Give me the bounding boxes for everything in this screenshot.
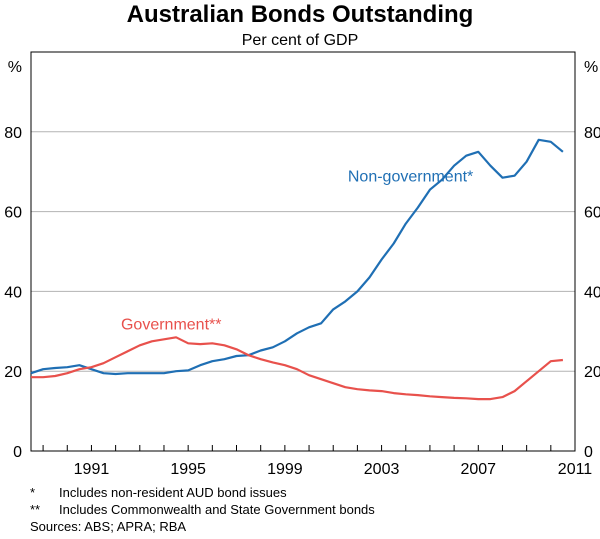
y-tick-label-right: 60 <box>584 205 600 222</box>
footnote-1: * Includes non-resident AUD bond issues <box>30 484 375 501</box>
y-tick-label-left: 0 <box>13 444 22 461</box>
footnote-text: Includes Commonwealth and State Governme… <box>59 502 375 517</box>
x-tick-label: 2011 <box>558 461 593 478</box>
x-tick-label: 1995 <box>170 461 206 478</box>
x-tick-label: 2007 <box>460 461 496 478</box>
line-chart: 0 0 20 20 40 40 60 60 80 80% % 1991 1995 1999 2003 2007… <box>4 51 600 478</box>
series-label-government: Government** <box>121 316 222 333</box>
chart-title: Australian Bonds Outstanding <box>126 1 474 28</box>
x-tick-label: 2003 <box>364 461 400 478</box>
y-tick-label-right: 0 <box>584 444 593 461</box>
y-tick-label-left: 20 <box>4 364 22 381</box>
chart-notes: * Includes non-resident AUD bond issues … <box>30 484 375 535</box>
y-axis-unit-right: % <box>584 59 598 76</box>
y-tick-label-left: 60 <box>4 205 22 222</box>
y-tick-label-left: 80 <box>4 125 22 142</box>
x-tick-label: 1991 <box>74 461 110 478</box>
series-line-non-government <box>30 138 564 376</box>
sources-note: Sources: ABS; APRA; RBA <box>30 519 187 534</box>
footnote-2: ** Includes Commonwealth and State Gover… <box>30 501 375 518</box>
series-line-government <box>31 336 564 401</box>
plot-frame <box>30 51 576 452</box>
y-tick-label-right: 40 <box>584 284 600 301</box>
y-tick-label-left: 40 <box>4 284 22 301</box>
footnote-text: Includes non-resident AUD bond issues <box>59 485 287 500</box>
y-tick-label-right: 80 <box>584 125 600 142</box>
y-axis-unit-left: % <box>8 59 22 76</box>
series-label-non-government: Non-government* <box>348 169 473 186</box>
chart-subtitle: Per cent of GDP <box>241 32 359 49</box>
footnote-mark: ** <box>30 502 41 517</box>
x-tick-label: 1999 <box>267 461 303 478</box>
y-tick-label-right: 20 <box>584 364 600 381</box>
footnote-mark: * <box>30 485 36 500</box>
